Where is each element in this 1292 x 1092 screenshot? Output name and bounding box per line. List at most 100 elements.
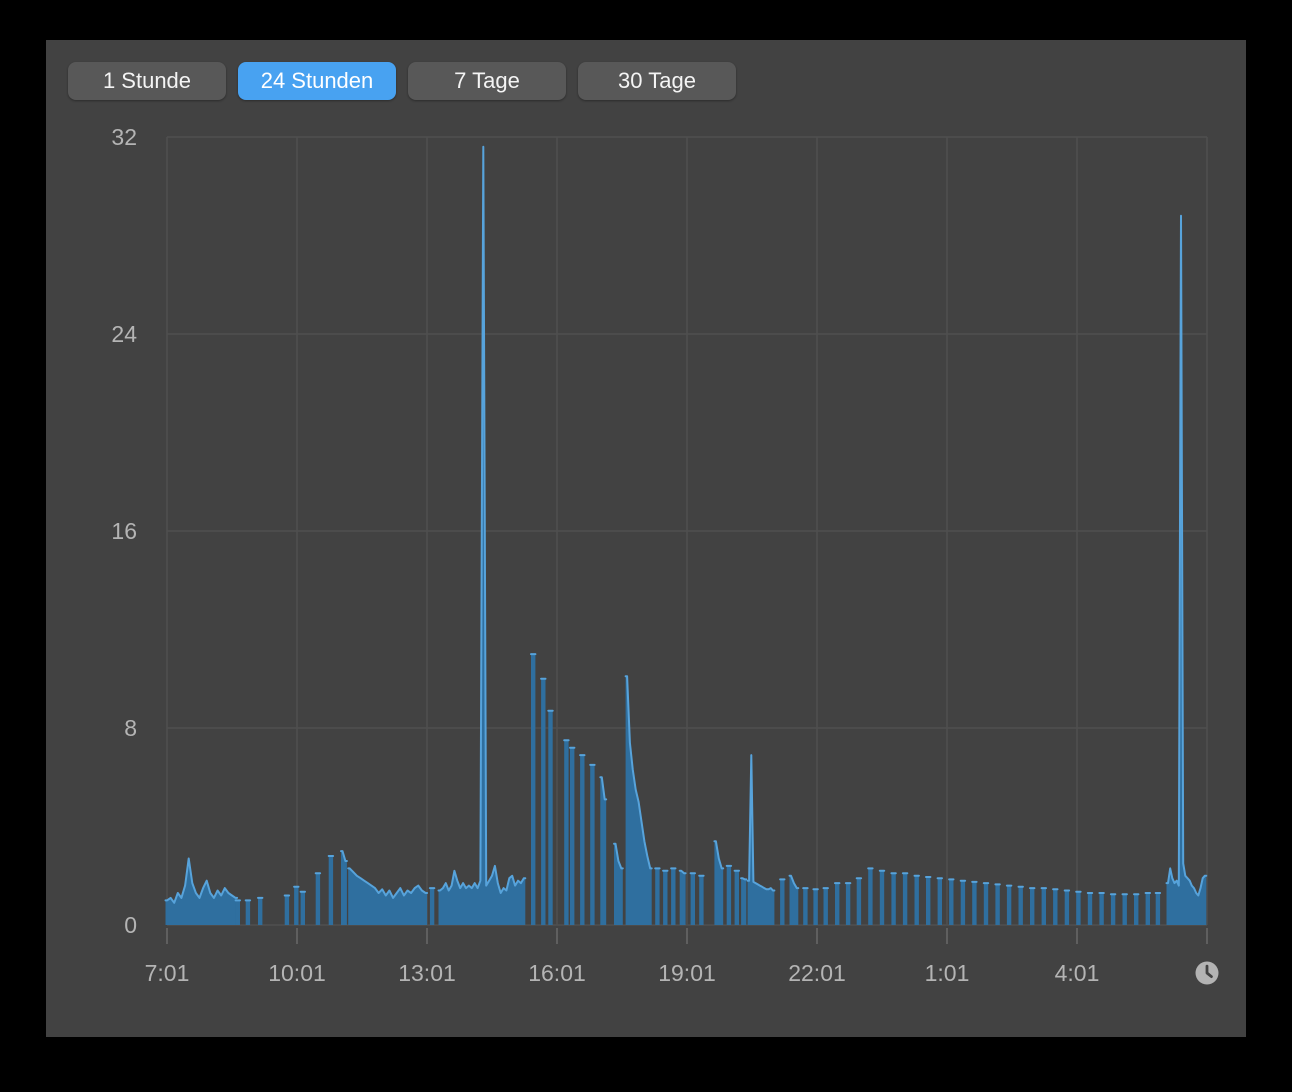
area-segment-line — [613, 842, 624, 870]
area-segment — [1076, 891, 1081, 925]
area-segment — [813, 889, 818, 925]
area-segment-line — [678, 869, 687, 875]
area-segment — [780, 879, 785, 925]
area-segment — [726, 865, 732, 925]
area-segment — [1030, 888, 1035, 925]
chart-panel: 1 Stunde 24 Stunden 7 Tage 30 Tage 0 8 16 2… — [46, 40, 1246, 1037]
area-segment — [902, 873, 908, 925]
area-segment — [600, 777, 607, 925]
area-segment — [868, 868, 873, 925]
time-range-toolbar: 1 Stunde 24 Stunden 7 Tage 30 Tage — [68, 62, 736, 100]
area-segment — [258, 897, 263, 925]
area-segment-line — [437, 145, 527, 894]
area-segment — [914, 875, 919, 925]
area-segment — [1041, 888, 1046, 925]
area-segment-line — [347, 867, 429, 899]
area-segment — [284, 895, 290, 925]
x-axis-label: 22:01 — [788, 960, 846, 986]
area-segment — [995, 884, 1000, 925]
area-segment — [429, 888, 435, 925]
area-segment — [856, 878, 862, 925]
area-segment — [1006, 885, 1012, 925]
area-segment — [663, 870, 668, 925]
area-segment — [1122, 894, 1127, 925]
area-segment — [972, 881, 977, 925]
area-segment — [348, 868, 428, 925]
x-axis-label: 10:01 — [268, 960, 326, 986]
area-segment — [328, 856, 334, 925]
chart-canvas: 0 8 16 24 32 7:01 10:01 13:01 16:01 19:01 22:01 1:0… — [111, 124, 1219, 986]
area-segment — [1018, 886, 1023, 925]
area-segment — [614, 843, 623, 925]
area-segment — [564, 740, 569, 925]
clock-icon-hands — [1205, 964, 1213, 978]
area-segment-line — [1165, 214, 1208, 897]
area-segment — [983, 883, 989, 925]
time-range-button-7-tage[interactable]: 7 Tage — [408, 62, 566, 100]
area-segment — [690, 873, 695, 925]
chart-area: 0 8 16 24 32 7:01 10:01 13:01 16:01 19:01 22:01 1:0… — [46, 40, 1246, 1037]
area-segment-line — [788, 874, 800, 890]
x-axis-label: 4:01 — [1055, 960, 1100, 986]
area-segment — [1155, 893, 1161, 925]
area-segment — [1110, 894, 1116, 925]
area-segment — [835, 883, 840, 925]
area-segment — [1099, 893, 1104, 925]
area-segment — [1145, 893, 1150, 925]
area-segment — [714, 841, 724, 925]
x-axis-label: 1:01 — [925, 960, 970, 986]
y-axis-label: 32 — [111, 124, 137, 150]
area-segment — [625, 676, 652, 925]
y-axis-label: 24 — [111, 321, 137, 347]
x-axis-label: 7:01 — [145, 960, 190, 986]
area-segment — [879, 870, 885, 925]
area-segment — [580, 755, 585, 925]
area-segment-line — [713, 840, 725, 870]
area-segment — [235, 900, 240, 925]
area-segment — [671, 868, 676, 925]
area-segment — [699, 875, 704, 925]
area-segment — [245, 900, 251, 925]
y-axis-label: 8 — [124, 715, 137, 741]
area-segment-line — [740, 877, 748, 881]
area-segment — [1134, 894, 1139, 925]
area-segment — [541, 678, 546, 925]
area-segment — [300, 891, 305, 925]
area-segment — [679, 870, 686, 925]
x-axis-label: 13:01 — [398, 960, 456, 986]
area-segment-line — [624, 675, 653, 870]
area-segment — [803, 888, 808, 925]
x-axis-label: 16:01 — [528, 960, 586, 986]
area-segment — [1166, 215, 1207, 926]
area-segment — [734, 870, 739, 925]
area-segment — [937, 878, 942, 925]
area-segment — [741, 878, 747, 925]
area-segment — [294, 886, 299, 925]
area-segment — [165, 858, 238, 925]
area-segment — [570, 747, 575, 925]
area-segment — [531, 654, 536, 925]
area-segment — [590, 764, 595, 925]
area-segment-line — [164, 857, 239, 904]
area-segment — [891, 873, 896, 925]
area-segment-line — [746, 754, 776, 892]
area-segment-line — [599, 776, 608, 801]
area-segment — [1064, 890, 1070, 925]
time-range-button-1-stunde[interactable]: 1 Stunde — [68, 62, 226, 100]
area-segment — [926, 877, 931, 925]
area-segment — [1087, 893, 1093, 925]
time-range-button-30-tage[interactable]: 30 Tage — [578, 62, 736, 100]
area-segment — [655, 868, 660, 925]
area-segment — [823, 888, 828, 925]
area-segment — [949, 879, 954, 925]
y-axis-label: 16 — [111, 518, 137, 544]
area-segment — [960, 880, 966, 925]
y-axis-label: 0 — [124, 912, 137, 938]
time-range-button-24-stunden[interactable]: 24 Stunden — [238, 62, 396, 100]
x-axis-label: 19:01 — [658, 960, 716, 986]
area-segment — [315, 873, 321, 925]
area-segment — [341, 851, 347, 925]
area-segment — [548, 710, 553, 925]
area-segment — [1053, 889, 1058, 925]
area-segment-line — [340, 850, 348, 862]
